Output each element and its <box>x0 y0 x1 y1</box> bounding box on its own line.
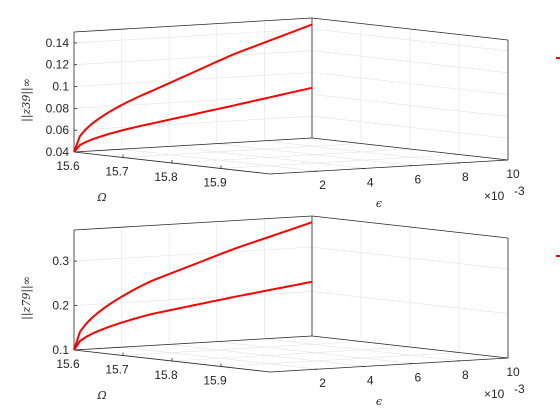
grid-line <box>311 50 509 73</box>
z-tick-label: 0.3 <box>52 254 69 268</box>
x-axis-label: Ω <box>96 191 106 204</box>
axis-box-edge <box>311 137 509 161</box>
x-tick-label: 15.9 <box>203 176 227 190</box>
z-tick-label: 0.1 <box>52 343 69 357</box>
z-tick-label: 0.1 <box>52 80 69 94</box>
x-tick-label: 15.8 <box>154 170 178 184</box>
y-tick-label: 4 <box>367 175 374 189</box>
axis-box-edge <box>311 335 509 359</box>
y-tick-label: 10 <box>506 365 520 379</box>
z-axis-label: ||z79||∞ <box>20 276 34 320</box>
x-axis-label: Ω <box>96 389 106 402</box>
grid-line <box>73 291 313 306</box>
grid-line <box>311 291 509 314</box>
axis-box-edge <box>73 137 313 153</box>
grid-line <box>169 146 366 169</box>
y-axis-multiplier: ×10 <box>484 387 505 401</box>
top-3d-plot: 15.6 15.7 15.8 15.9 2 4 6 8 10 0.04 0.06 0.08 0.1 0.1… <box>20 17 560 210</box>
x-tick-label: 15.6 <box>56 159 80 173</box>
z-tick-label: 0.2 <box>52 299 69 313</box>
grid-line <box>311 94 509 117</box>
z-axis-label: ||z39||∞ <box>20 78 34 122</box>
grid-line <box>171 346 411 362</box>
y-tick-label: 6 <box>414 371 421 385</box>
y-tick-label: 4 <box>367 373 374 387</box>
grid-line <box>216 143 413 166</box>
y-axis-multiplier-exponent: -3 <box>514 184 525 198</box>
series-upper-branch-curve <box>73 221 313 351</box>
grid-line <box>220 154 460 169</box>
z-tick-label: 0.06 <box>46 123 70 137</box>
y-axis-label: ϵ <box>376 197 382 210</box>
x-tick-label: 15.7 <box>105 165 129 179</box>
grid-line <box>216 341 413 364</box>
grid-line <box>264 140 461 164</box>
z-tick-label: 0.04 <box>46 145 70 159</box>
bottom-3d-plot: 15.6 15.7 15.8 15.9 2 4 6 8 10 0.1 0.2 0.3 ×10 -3 Ω ϵ ||… <box>20 215 560 408</box>
y-axis-label: ϵ <box>376 395 382 408</box>
grid-line <box>264 338 461 362</box>
z-tick-label: 0.12 <box>46 58 70 72</box>
grid-line <box>220 352 460 367</box>
series-upper-branch-curve <box>73 23 313 153</box>
grid-line <box>171 148 411 164</box>
x-tick-label: 15.7 <box>105 363 129 377</box>
grid-line <box>73 72 313 87</box>
series-lower-branch-curve <box>73 86 313 153</box>
y-tick-label: 8 <box>462 170 469 184</box>
grid-line <box>122 341 362 356</box>
series-lower-branch-curve <box>73 280 313 351</box>
y-tick-label: 2 <box>319 376 326 390</box>
grid-line <box>73 246 313 262</box>
axis-box-edge <box>269 357 509 373</box>
x-tick-label: 15.6 <box>56 357 80 371</box>
axis-box-edge <box>73 215 313 231</box>
grid-line <box>73 115 313 131</box>
y-axis-multiplier: ×10 <box>484 189 505 203</box>
x-tick-label: 15.9 <box>203 374 227 388</box>
y-tick-label: 6 <box>414 173 421 187</box>
z-tick-label: 0.14 <box>46 36 70 50</box>
grid-line <box>311 72 509 95</box>
axis-box-edge <box>73 17 313 33</box>
grid-line <box>169 344 366 367</box>
grid-line <box>122 143 362 158</box>
axis-box-edge <box>311 17 509 41</box>
grid-line <box>73 50 313 65</box>
y-axis-multiplier-exponent: -3 <box>514 382 525 396</box>
x-tick-label: 15.8 <box>154 368 178 382</box>
z-tick-label: 0.08 <box>46 101 70 115</box>
y-tick-label: 2 <box>319 178 326 192</box>
axis-box-edge <box>269 159 509 175</box>
axis-box-edge <box>73 335 313 351</box>
grid-line <box>121 148 318 172</box>
grid-line <box>311 246 509 270</box>
grid-line <box>121 346 318 370</box>
y-tick-label: 8 <box>462 368 469 382</box>
grid-line <box>311 115 509 139</box>
grid-line <box>73 28 313 44</box>
axis-box-edge <box>311 215 509 239</box>
grid-line <box>311 28 509 52</box>
y-tick-label: 10 <box>506 167 520 181</box>
